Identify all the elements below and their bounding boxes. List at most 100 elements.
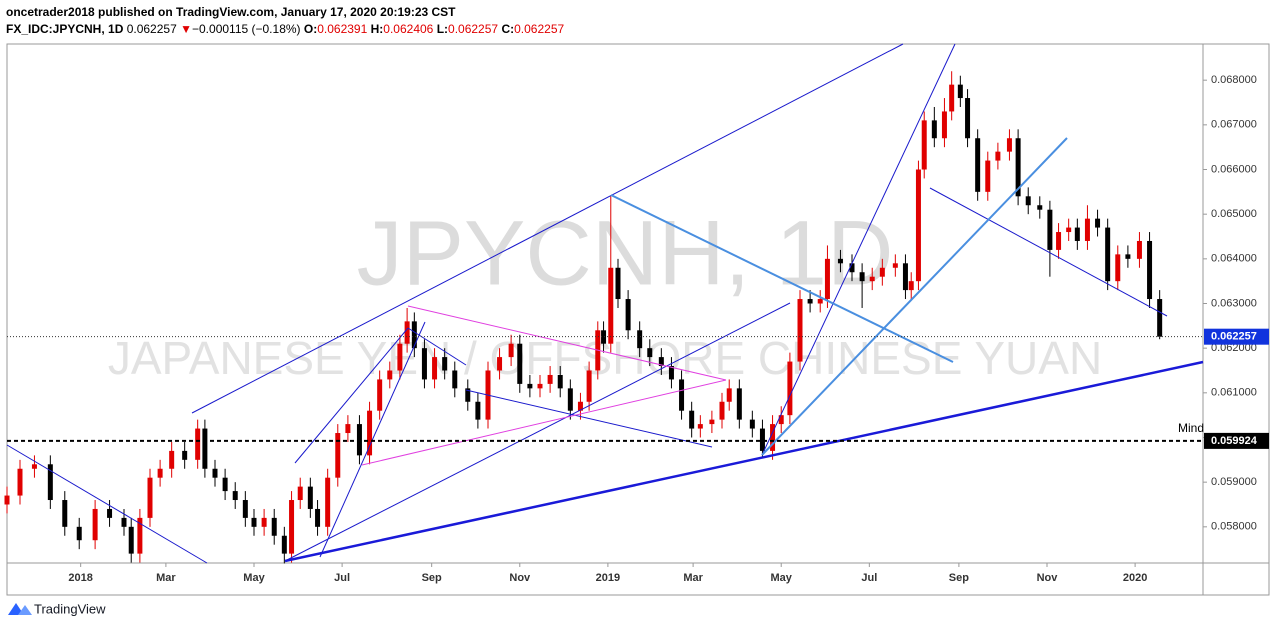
candle-body <box>817 299 823 304</box>
candle-body <box>387 370 393 380</box>
candle-body <box>1006 138 1012 152</box>
candle-body <box>892 263 898 268</box>
candle-body <box>182 450 188 460</box>
logo <box>8 603 32 615</box>
candle-body <box>995 151 1001 161</box>
last: 0.062257 <box>126 22 177 36</box>
o: 0.062391 <box>317 22 368 36</box>
y-tick-label: 0.058000 <box>1211 521 1257 533</box>
candle-body <box>759 428 765 451</box>
candle-body <box>297 486 303 501</box>
x-tick-label: 2020 <box>1123 572 1147 584</box>
candle-body <box>421 348 427 380</box>
candle-body <box>475 401 481 420</box>
candle-body <box>908 281 914 291</box>
candle-body <box>689 410 695 429</box>
x-tick-label: Mar <box>683 572 703 584</box>
x-tick-label: Nov <box>1037 572 1059 584</box>
candle-body <box>941 111 947 139</box>
support-line <box>284 360 1204 563</box>
candle-body <box>17 468 23 496</box>
candle-body <box>679 379 685 411</box>
arrow: ▼ <box>180 22 192 36</box>
candle-body <box>921 120 927 170</box>
candle-body <box>289 500 295 554</box>
candle-body <box>517 343 523 384</box>
candle-body <box>315 508 321 527</box>
candle-body <box>47 464 53 501</box>
y-tick-label: 0.067000 <box>1211 119 1257 131</box>
y-tick-label: 0.063000 <box>1211 297 1257 309</box>
candle-body <box>128 526 134 554</box>
candle-body <box>232 491 238 501</box>
publisher: oncetrader2018 published on TradingView.… <box>6 5 456 19</box>
candle-body <box>121 517 127 527</box>
trend-line <box>284 302 791 562</box>
candle-body <box>1056 232 1062 250</box>
candle-body <box>367 410 373 456</box>
change: −0.000115 (−0.18%) <box>192 22 301 36</box>
candle-body <box>601 330 607 344</box>
l-label: L: <box>436 22 449 36</box>
candle-body <box>567 388 573 411</box>
candle-body <box>625 299 631 331</box>
frame <box>6 43 1270 596</box>
candle-body <box>1047 209 1053 250</box>
candle-body <box>508 343 514 358</box>
candle-body <box>586 370 592 402</box>
candle-body <box>902 263 908 291</box>
x-tick-label: May <box>243 572 265 584</box>
trend-line <box>761 137 1068 456</box>
symbol: FX_IDC:JPYCNH, 1D <box>6 22 124 36</box>
candle-body <box>859 272 865 282</box>
candle-body <box>442 357 448 371</box>
trend-line <box>294 327 409 464</box>
trend-line <box>6 444 208 564</box>
x-tick-label: 2018 <box>68 572 92 584</box>
candle-body <box>736 388 742 420</box>
y-tick-label: 0.062000 <box>1211 342 1257 354</box>
candle-body <box>107 508 113 518</box>
level-label: 0.059924 <box>1211 435 1258 447</box>
candle-body <box>345 424 351 434</box>
o-label: O: <box>303 22 318 36</box>
x-tick-label: Jul <box>861 572 877 584</box>
candle-body <box>949 84 955 112</box>
candle-body <box>147 477 153 518</box>
candle-body <box>1136 240 1142 259</box>
candle-body <box>1015 138 1021 197</box>
candle-body <box>307 486 313 509</box>
candle-body <box>1125 254 1131 259</box>
candle-body <box>797 299 803 362</box>
candle-body <box>212 468 218 478</box>
candle-body <box>837 258 843 264</box>
candle-body <box>608 267 614 344</box>
candle-body <box>879 267 885 277</box>
candle-body <box>557 374 563 389</box>
candle-body <box>92 508 98 541</box>
candle-body <box>1074 227 1080 241</box>
candle-body <box>377 379 383 411</box>
candle-body <box>787 361 793 416</box>
drawings <box>6 43 1204 564</box>
candle-body <box>4 495 10 505</box>
trend-line <box>465 389 713 448</box>
l: 0.062257 <box>448 22 499 36</box>
candle-body <box>335 433 341 478</box>
x-tick-label: Nov <box>509 572 531 584</box>
candle-body <box>697 424 703 429</box>
candle-body <box>709 419 715 425</box>
candle-body <box>31 464 37 469</box>
candle-body <box>975 138 981 192</box>
symbol-legend: FX_IDC:JPYCNH, 1D 0.062257 ▼−0.000115 (−… <box>6 22 564 36</box>
candle-body <box>222 477 228 492</box>
candle-body <box>824 258 830 300</box>
y-tick-label: 0.066000 <box>1211 163 1257 175</box>
candle-body <box>985 160 991 192</box>
candle-body <box>931 120 937 139</box>
channel-line <box>407 305 727 381</box>
candle-body <box>1157 299 1163 337</box>
candle-body <box>849 263 855 273</box>
candle-body <box>157 468 163 478</box>
